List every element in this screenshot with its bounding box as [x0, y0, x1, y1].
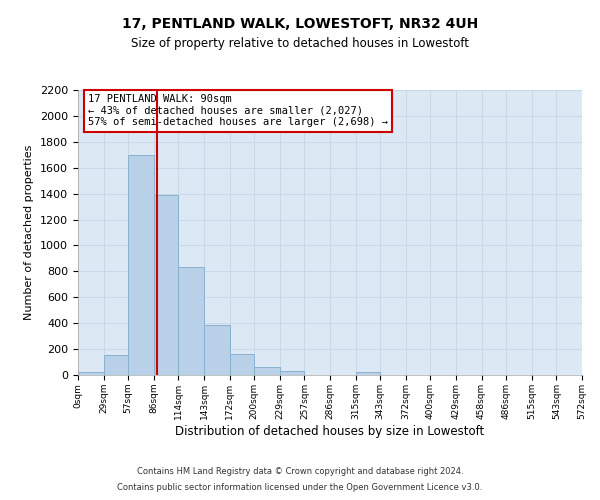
- Bar: [254, 366, 280, 375]
- Bar: [204, 325, 230, 375]
- Bar: [356, 372, 380, 375]
- Text: Size of property relative to detached houses in Lowestoft: Size of property relative to detached ho…: [131, 38, 469, 51]
- Bar: [230, 354, 254, 375]
- Bar: [78, 372, 104, 375]
- Text: Contains public sector information licensed under the Open Government Licence v3: Contains public sector information licen…: [118, 484, 482, 492]
- Bar: [104, 355, 128, 375]
- Text: 17, PENTLAND WALK, LOWESTOFT, NR32 4UH: 17, PENTLAND WALK, LOWESTOFT, NR32 4UH: [122, 18, 478, 32]
- X-axis label: Distribution of detached houses by size in Lowestoft: Distribution of detached houses by size …: [175, 424, 485, 438]
- Bar: [280, 371, 304, 375]
- Text: 17 PENTLAND WALK: 90sqm
← 43% of detached houses are smaller (2,027)
57% of semi: 17 PENTLAND WALK: 90sqm ← 43% of detache…: [88, 94, 388, 128]
- Y-axis label: Number of detached properties: Number of detached properties: [25, 145, 34, 320]
- Bar: [178, 268, 204, 375]
- Bar: [128, 155, 154, 375]
- Bar: [154, 195, 178, 375]
- Text: Contains HM Land Registry data © Crown copyright and database right 2024.: Contains HM Land Registry data © Crown c…: [137, 467, 463, 476]
